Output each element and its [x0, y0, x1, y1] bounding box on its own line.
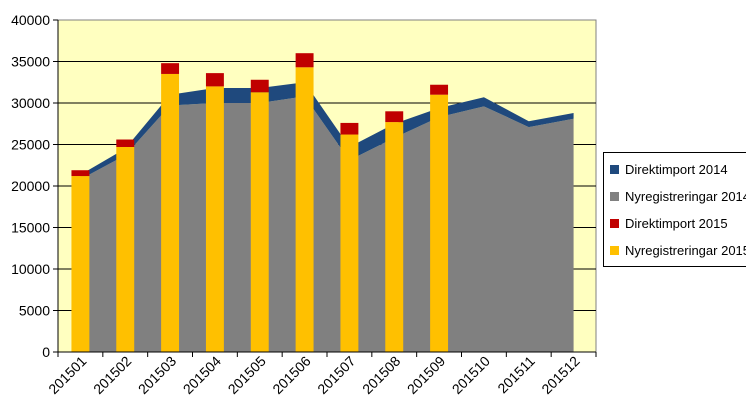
legend-item-direktimport-2015: Direktimport 2015: [610, 210, 746, 237]
bar-nyregistreringar-2015: [385, 122, 404, 352]
bar-series: [71, 53, 449, 353]
bar-direktimport-2015: [295, 53, 314, 68]
x-tick-label: 201512: [538, 353, 582, 397]
bar-nyregistreringar-2015: [430, 94, 449, 352]
bar-nyregistreringar-2015: [250, 92, 269, 353]
y-tick-labels: 0 5000 10000 15000 20000 25000 30000 35000 40000: [11, 12, 50, 360]
x-tick-label: 201504: [180, 353, 224, 397]
legend-swatch: [610, 165, 619, 174]
bar-direktimport-2015: [116, 139, 135, 147]
y-tick-label: 5000: [19, 303, 50, 319]
legend-label: Nyregistreringar 2014: [625, 189, 746, 204]
area-direktimport-2014: [80, 82, 574, 180]
bar-nyregistreringar-2015: [205, 86, 224, 353]
x-tick-label: 201509: [404, 353, 448, 397]
legend-swatch: [610, 219, 619, 228]
y-tick-label: 0: [42, 344, 50, 360]
y-tick-label: 35000: [11, 54, 50, 70]
legend-item-nyregistreringar-2015: Nyregistreringar 2015: [610, 237, 746, 264]
bar-direktimport-2015: [205, 73, 224, 87]
x-tick-label: 201506: [269, 353, 313, 397]
bar-direktimport-2015: [430, 84, 449, 95]
legend-item-nyregistreringar-2014: Nyregistreringar 2014: [610, 183, 746, 210]
y-tick-label: 10000: [11, 261, 50, 277]
y-tick-label: 20000: [11, 178, 50, 194]
x-tick-label: 201503: [135, 353, 179, 397]
x-tick-label: 201501: [45, 353, 89, 397]
bar-direktimport-2015: [385, 111, 404, 123]
legend-item-direktimport-2014: Direktimport 2014: [610, 156, 746, 183]
legend: Direktimport 2014 Nyregistreringar 2014 …: [603, 152, 746, 267]
x-tick-labels: 201501 201502 201503 201504 201505 201506 2015…: [45, 352, 597, 397]
x-tick-label: 201510: [449, 353, 493, 397]
y-tick-label: 40000: [11, 12, 50, 28]
area-nyregistreringar-2014: [80, 96, 574, 352]
y-tick-label: 15000: [11, 220, 50, 236]
y-tick-label: 30000: [11, 95, 50, 111]
legend-swatch: [610, 192, 619, 201]
bar-nyregistreringar-2015: [161, 73, 180, 352]
x-tick-label: 201511: [494, 353, 538, 397]
y-tick-label: 25000: [11, 137, 50, 153]
bar-nyregistreringar-2015: [340, 134, 359, 352]
bar-direktimport-2015: [340, 122, 359, 135]
x-tick-label: 201502: [90, 353, 134, 397]
legend-label: Direktimport 2014: [625, 162, 728, 177]
x-tick-label: 201508: [359, 353, 403, 397]
legend-label: Nyregistreringar 2015: [625, 243, 746, 258]
bar-nyregistreringar-2015: [71, 176, 90, 352]
bar-nyregistreringar-2015: [116, 146, 135, 352]
bar-direktimport-2015: [250, 79, 269, 93]
x-tick-label: 201505: [225, 353, 269, 397]
bar-nyregistreringar-2015: [295, 67, 314, 352]
legend-swatch: [610, 246, 619, 255]
legend-label: Direktimport 2015: [625, 216, 728, 231]
area-series: [80, 82, 574, 352]
bar-direktimport-2015: [71, 170, 90, 177]
bar-direktimport-2015: [161, 63, 180, 74]
x-tick-label: 201507: [314, 353, 358, 397]
